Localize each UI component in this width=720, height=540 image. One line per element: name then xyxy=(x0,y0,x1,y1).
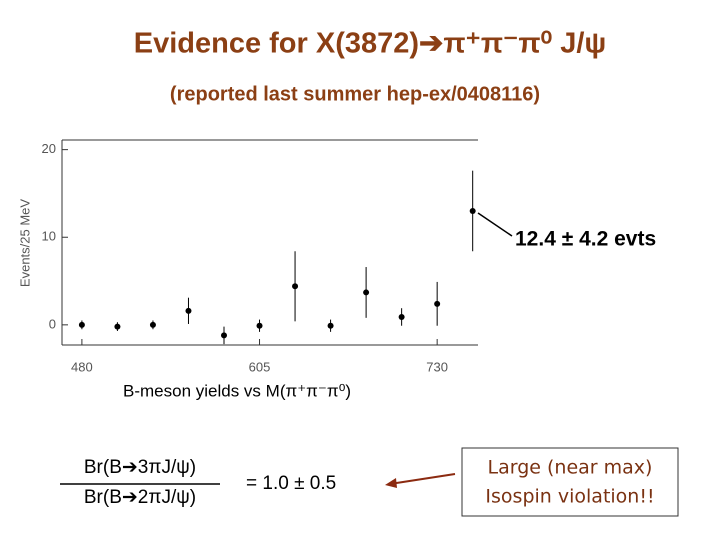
annotation-arrow xyxy=(477,212,513,237)
conclusion-line: Isospin violation!! xyxy=(485,486,654,508)
data-point xyxy=(221,332,227,339)
conclusion-box xyxy=(461,447,679,517)
y-tick-label: 0 xyxy=(49,316,56,331)
data-point xyxy=(256,322,263,329)
conclusion-line: Large (near max) xyxy=(488,457,653,479)
y-tick-label: 20 xyxy=(42,141,56,156)
data-point xyxy=(363,289,370,296)
denominator: Br(B➔2πJ/ψ) xyxy=(84,487,196,508)
y-axis-label: Events/25 MeV xyxy=(17,199,32,287)
data-point xyxy=(185,307,192,314)
data-point xyxy=(292,283,299,290)
data-point xyxy=(469,207,476,214)
slide-title: Evidence for X(3872)➔π⁺π⁻π⁰ J/ψ xyxy=(134,28,607,60)
x-tick-label: 730 xyxy=(426,359,448,374)
arrow-head xyxy=(385,478,397,488)
ratio: = 1.0 ± 0.5 xyxy=(246,473,336,494)
data-point xyxy=(398,313,405,320)
arrow xyxy=(389,473,456,485)
numerator: Br(B➔3πJ/ψ) xyxy=(84,457,196,478)
data-point xyxy=(149,321,156,328)
caption: B-meson yields vs M(π⁺π⁻π⁰) xyxy=(123,381,351,400)
data-point xyxy=(434,300,441,307)
data-point xyxy=(114,323,121,330)
data-point xyxy=(78,321,85,328)
x-tick-label: 605 xyxy=(249,359,271,374)
x-tick-label: 480 xyxy=(71,359,93,374)
slide-subtitle: (reported last summer hep-ex/0408116) xyxy=(170,83,540,105)
annotation: 12.4 ± 4.2 evts xyxy=(515,228,656,251)
data-point xyxy=(327,322,334,329)
y-tick-label: 10 xyxy=(42,229,56,244)
